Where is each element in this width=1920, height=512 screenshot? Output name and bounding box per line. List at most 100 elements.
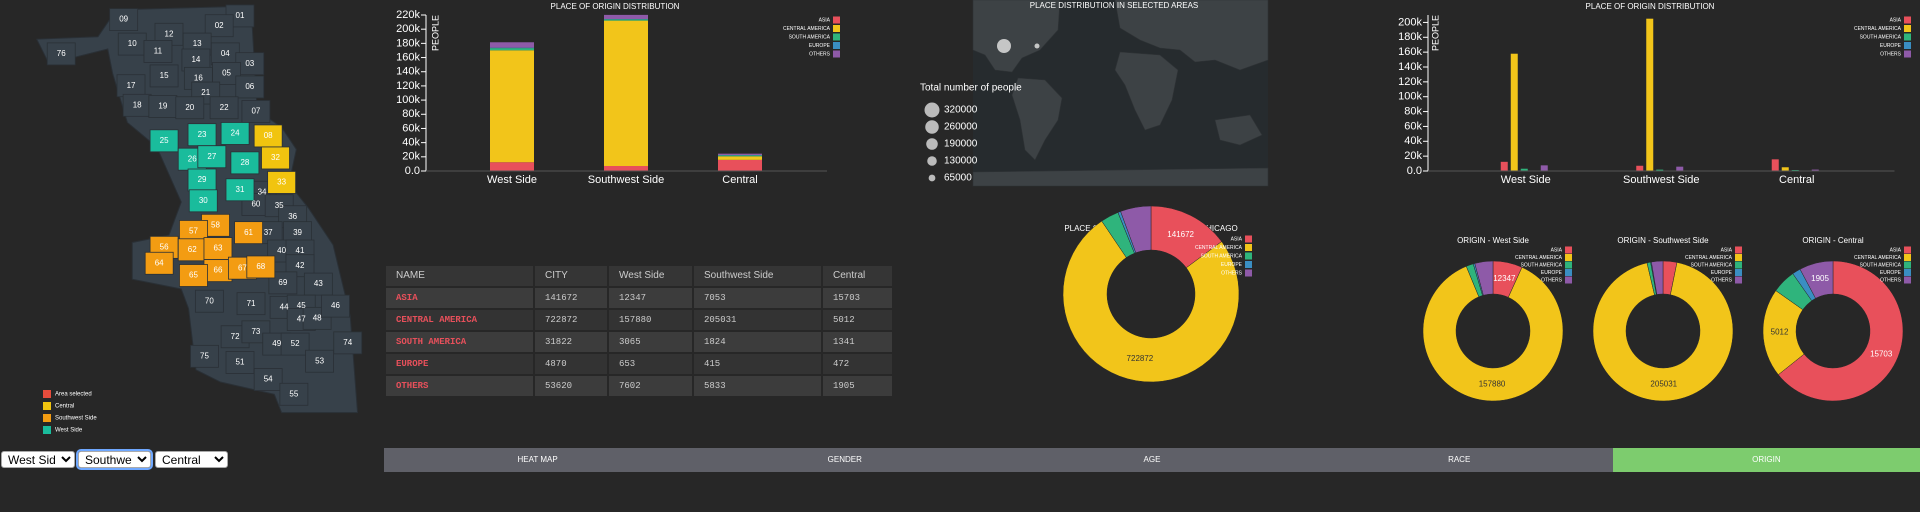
donut-slice — [1474, 260, 1494, 296]
table-cell: 722872 — [535, 310, 607, 330]
bar — [1676, 166, 1684, 171]
map-area — [246, 255, 276, 279]
map-legend-label: West Side — [55, 428, 83, 434]
area-selector[interactable]: West Side — [1, 451, 75, 468]
table-cell: 53620 — [535, 376, 607, 396]
chart-title: ORIGIN - Southwest Side — [1617, 236, 1709, 245]
size-legend-label: 190000 — [944, 139, 978, 150]
table-row-name: CENTRAL AMERICA — [386, 310, 533, 330]
legend-swatch — [1735, 246, 1742, 254]
table-header: Southwest Side — [694, 266, 821, 286]
map-area-label: 75 — [200, 351, 209, 360]
map-area-label: 04 — [221, 49, 230, 58]
map-area-label: 34 — [258, 187, 267, 196]
map-area-label: 31 — [236, 185, 245, 194]
legend-label: OTHERS — [1711, 277, 1733, 283]
map-area-label: 01 — [236, 11, 245, 20]
map-area-label: 55 — [289, 389, 298, 398]
map-area — [179, 264, 208, 287]
map-area — [190, 344, 219, 368]
map-area — [109, 8, 139, 31]
chart-title: ORIGIN - Central — [1802, 236, 1864, 245]
legend-swatch — [1565, 261, 1572, 269]
legend-label: EUROPE — [809, 43, 831, 49]
map-area-label: 27 — [207, 152, 216, 161]
slice-label: 15703 — [1870, 349, 1893, 358]
legend-swatch — [1735, 276, 1742, 284]
map-area — [241, 100, 271, 123]
slice-label: 205031 — [1650, 380, 1677, 389]
y-tick-label: 180k — [396, 37, 420, 49]
map-legend-label: Area selected — [55, 392, 92, 398]
map-area-label: 51 — [236, 358, 245, 367]
nav-tab[interactable]: HEAT MAP — [384, 448, 692, 472]
table-header: CITY — [535, 266, 607, 286]
map-area-label: 40 — [277, 246, 286, 255]
nav-tab[interactable]: AGE — [998, 448, 1306, 472]
size-legend-label: 130000 — [944, 156, 978, 167]
legend-swatch — [1245, 252, 1252, 260]
bar-segment — [718, 159, 762, 171]
bar-segment — [490, 42, 534, 48]
y-tick-label: 80k — [1404, 105, 1422, 117]
map-area-label: 12 — [165, 29, 174, 38]
y-tick-label: 0.0 — [405, 165, 420, 177]
area-selector[interactable]: Southwest Side — [76, 449, 153, 470]
legend-swatch — [1565, 246, 1572, 254]
bar-segment — [490, 50, 534, 163]
map-area-label: 10 — [128, 39, 137, 48]
table-cell: 3065 — [609, 332, 692, 352]
y-tick-label: 0.0 — [1407, 165, 1422, 177]
legend-swatch — [833, 42, 840, 49]
bar-segment — [604, 19, 648, 21]
map-area-label: 42 — [296, 261, 305, 270]
donut-slice — [1799, 260, 1834, 299]
map-area-label: 30 — [199, 196, 208, 205]
map-area — [46, 42, 76, 66]
y-tick-label: 100k — [1398, 91, 1422, 103]
map-area — [225, 351, 255, 374]
table-cell: 157880 — [609, 310, 692, 330]
table-cell: 12347 — [609, 288, 692, 308]
map-area-label: 41 — [296, 246, 305, 255]
size-legend-title: Total number of people — [920, 83, 1022, 94]
map-area-label: 18 — [133, 100, 142, 109]
table-header: Central — [823, 266, 892, 286]
area-selector[interactable]: Central — [155, 451, 228, 468]
map-area-label: 61 — [244, 228, 253, 237]
y-tick-label: 100k — [396, 94, 420, 106]
map-area-label: 58 — [211, 220, 220, 229]
map-area-label: 56 — [160, 242, 169, 251]
map-area-label: 67 — [238, 263, 247, 272]
table-header: West Side — [609, 266, 692, 286]
table-cell: 472 — [823, 354, 892, 374]
legend-swatch — [1735, 254, 1742, 261]
land — [972, 0, 1061, 73]
map-area-label: 72 — [231, 332, 240, 341]
donut-slice — [1120, 205, 1152, 254]
legend-label: ASIA — [1231, 236, 1243, 242]
map-area-label: 45 — [297, 301, 306, 310]
legend-label: OTHERS — [1880, 277, 1902, 283]
legend-label: CENTRAL AMERICA — [1515, 255, 1563, 261]
map-area-label: 37 — [264, 228, 273, 237]
legend-swatch — [1904, 254, 1911, 261]
nav-tab[interactable]: GENDER — [691, 448, 999, 472]
map-area — [253, 368, 283, 391]
chart-title: PLACE OF ORIGIN DISTRIBUTION — [551, 2, 680, 11]
slice-label: 157880 — [1479, 380, 1506, 389]
legend-label: SOUTH AMERICA — [1691, 262, 1733, 268]
nav-tab[interactable]: ORIGIN — [1612, 448, 1920, 472]
table-cell: 4870 — [535, 354, 607, 374]
map-area-label: 19 — [158, 102, 167, 111]
x-tick-label: Southwest Side — [1623, 174, 1699, 186]
table-cell: 7053 — [694, 288, 821, 308]
nav-tab[interactable]: RACE — [1305, 448, 1613, 472]
table-cell: 415 — [694, 354, 821, 374]
legend-swatch — [833, 50, 840, 58]
map-area-label: 36 — [288, 212, 297, 221]
legend-label: OTHERS — [1541, 277, 1563, 283]
bar-segment — [604, 20, 648, 166]
legend-swatch — [1565, 276, 1572, 284]
map-area — [321, 294, 350, 318]
